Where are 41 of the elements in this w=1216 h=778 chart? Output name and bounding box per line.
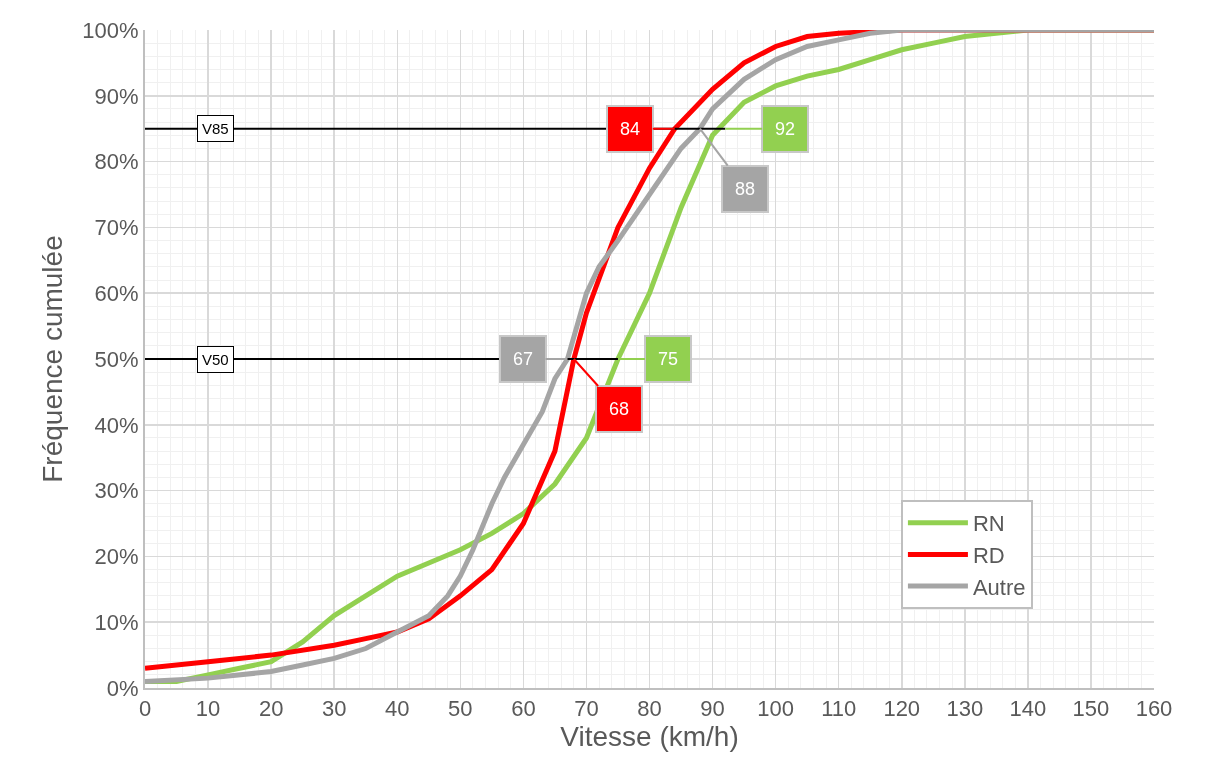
legend-label: Autre [972,574,1026,600]
annotation: 67 [513,349,534,369]
x-tick-label: 110 [821,696,857,722]
x-tick-label: 100 [757,696,794,722]
y-tick-label: 70% [94,215,139,241]
y-tick-label: 30% [94,478,139,504]
x-tick-label: 90 [700,696,725,722]
annotation: 84 [620,119,641,139]
annotation: 92 [775,119,796,139]
annotation: 68 [609,399,630,419]
x-tick-label: 50 [448,696,473,722]
ref-line-label: V85 [202,120,229,137]
x-tick-label: 130 [946,696,984,722]
x-tick-label: 120 [883,696,921,722]
y-tick-label: 80% [94,149,139,175]
x-axis-title: Vitesse (km/h) [560,721,739,753]
annotation: 88 [735,179,756,199]
x-tick-label: 40 [385,696,410,722]
y-tick-label: 40% [94,412,139,438]
x-tick-label: 150 [1072,696,1110,722]
x-tick-label: 0 [138,696,152,722]
y-tick-label: 60% [94,280,139,306]
y-tick-label: 20% [94,544,139,570]
annotation: 75 [658,349,679,369]
x-tick-label: 60 [511,696,536,722]
y-tick-label: 50% [94,346,139,372]
y-tick-label: 90% [94,83,139,109]
y-tick-label: 100% [82,17,139,43]
y-tick-label: 0% [106,675,139,701]
y-axis-title: Fréquence cumulée [36,235,68,483]
y-tick-label: 10% [94,609,139,635]
x-tick-label: 20 [258,696,284,722]
x-tick-label: 30 [321,696,347,722]
x-tick-label: 80 [637,696,662,722]
x-tick-label: 140 [1009,696,1047,722]
x-tick-label: 70 [574,696,599,722]
legend-label: RN [972,511,1005,537]
x-tick-label: 10 [195,696,221,722]
legend-label: RD [972,543,1005,569]
ref-line-label: V50 [202,351,229,368]
x-tick-label: 160 [1135,696,1173,722]
